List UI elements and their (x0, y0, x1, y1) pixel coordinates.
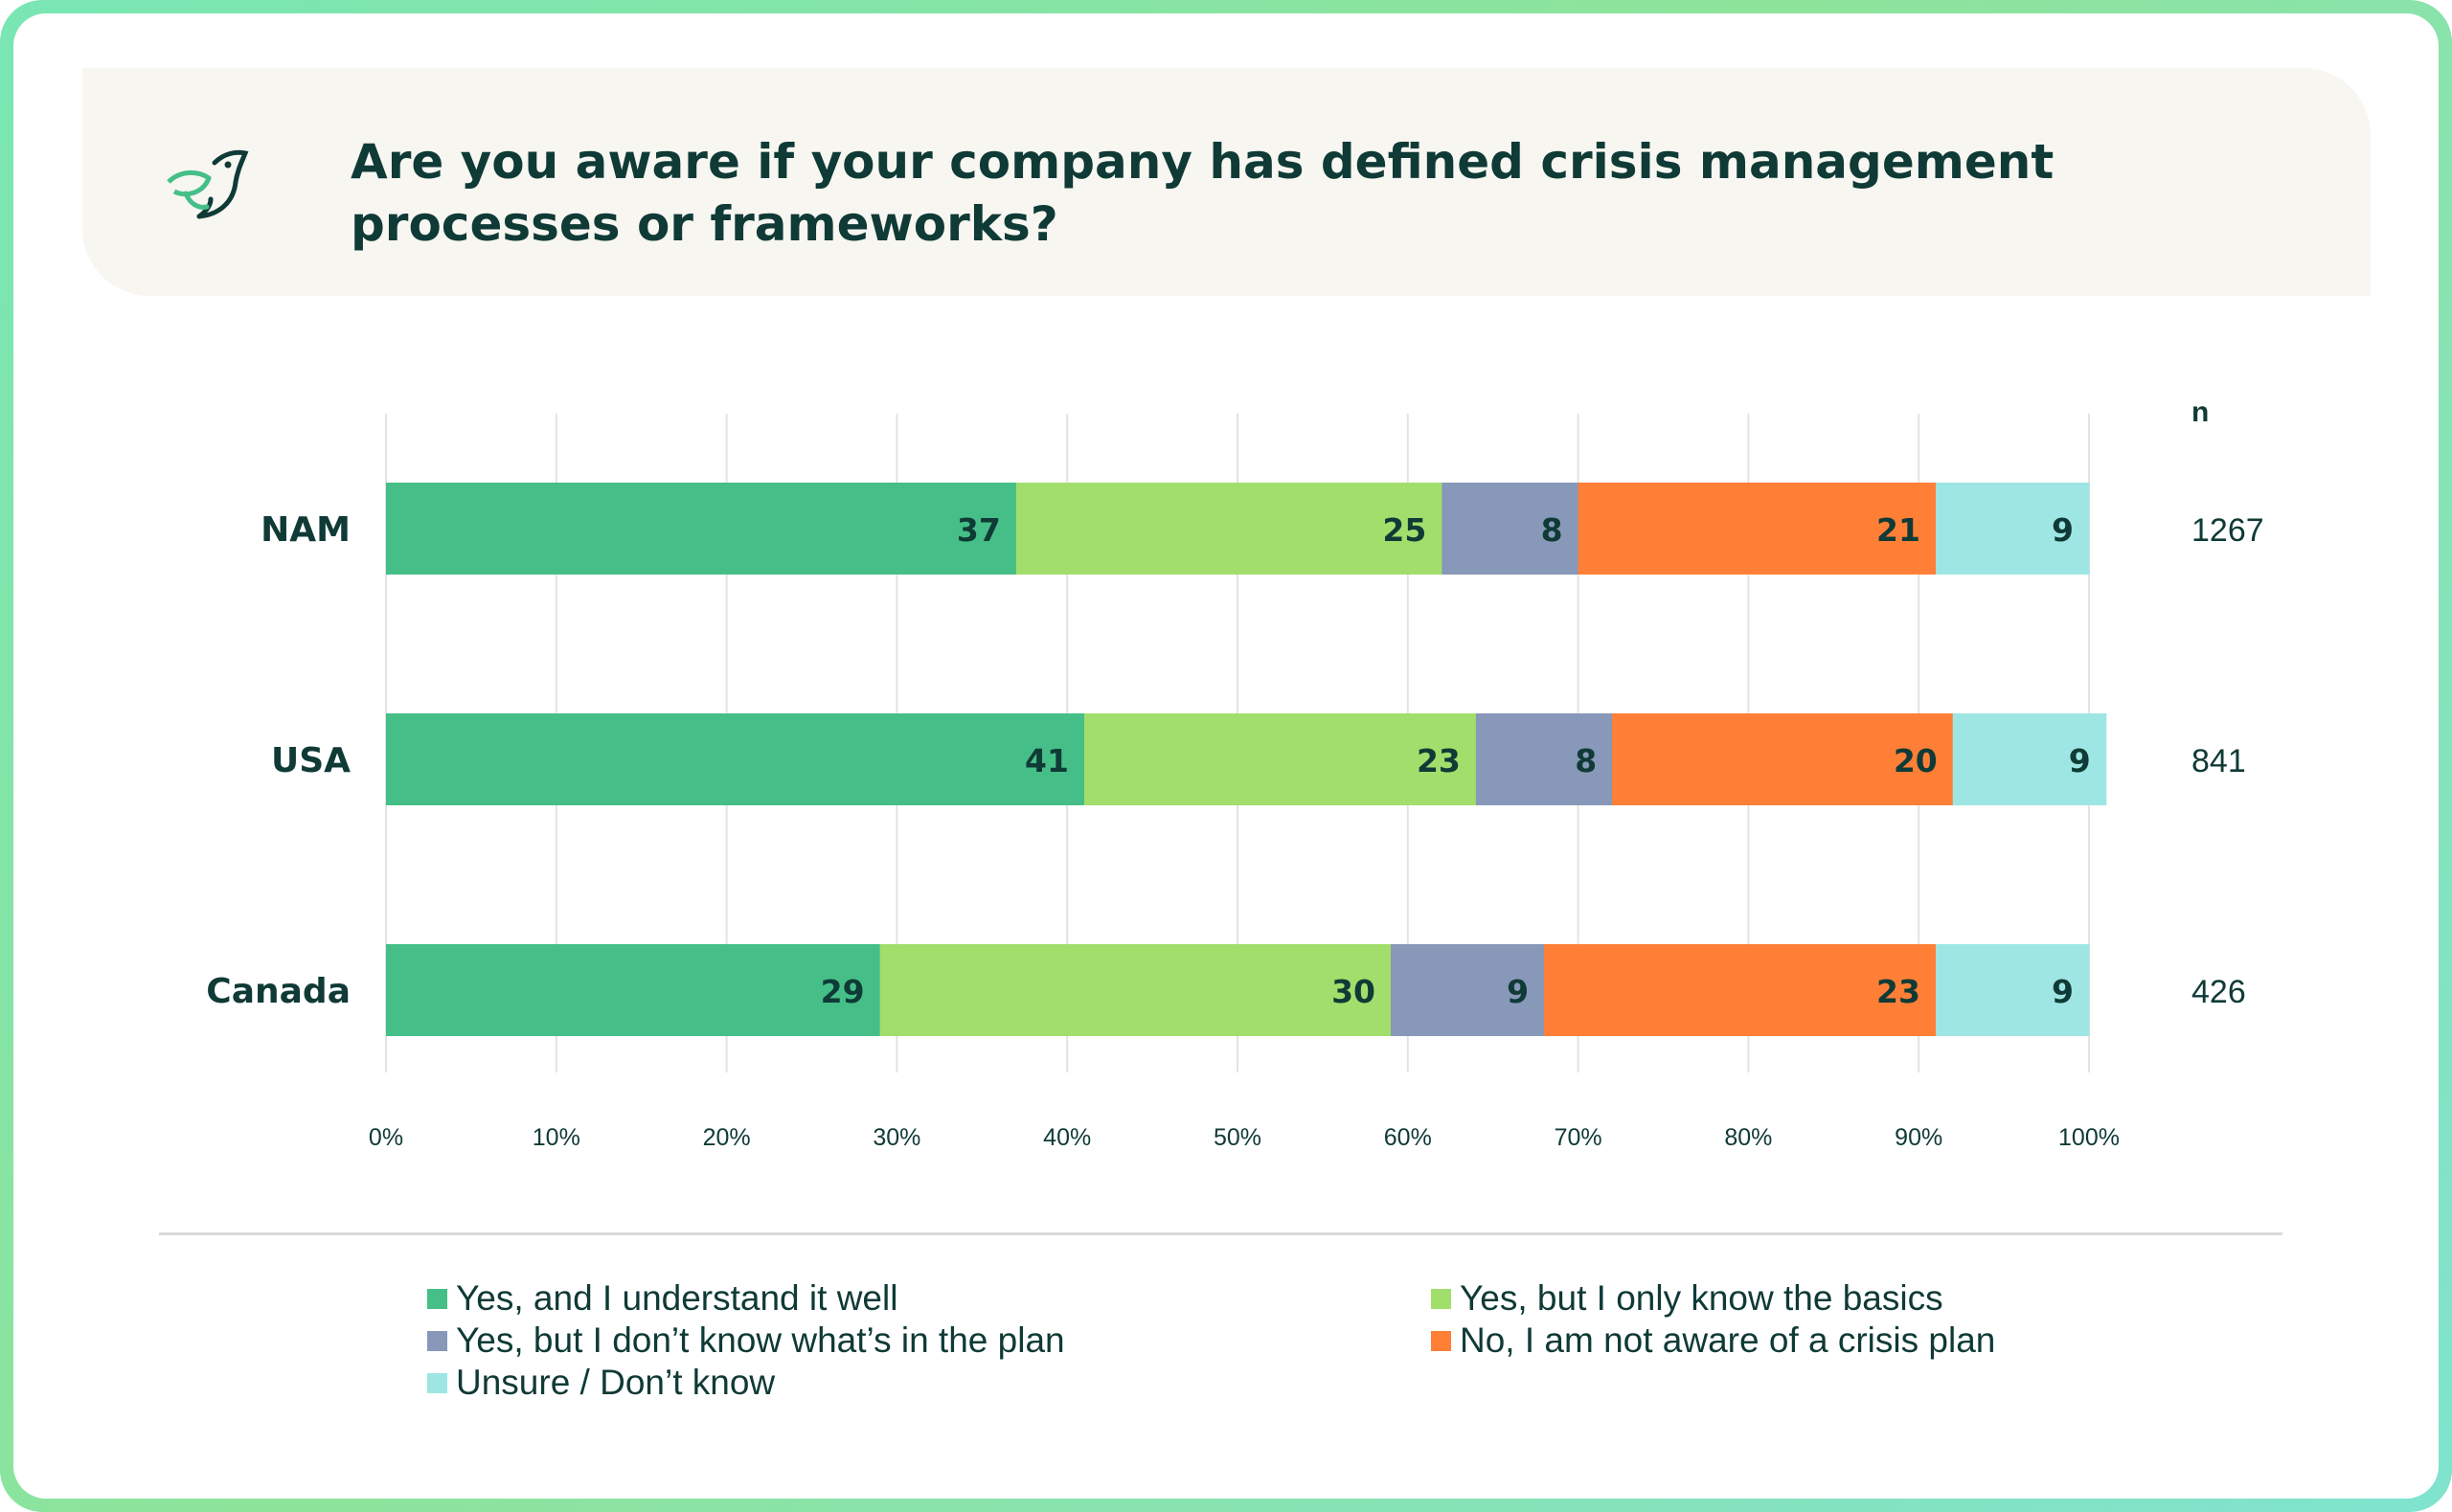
data-label: 9 (2052, 511, 2074, 549)
data-label: 41 (1025, 742, 1069, 779)
data-label: 23 (1417, 742, 1461, 779)
data-label: 21 (1876, 511, 1920, 549)
legend-label: No, I am not aware of a crisis plan (1460, 1320, 1996, 1360)
legend-swatch (427, 1330, 447, 1351)
bar-segment (386, 713, 1085, 805)
bar-segment (879, 944, 1392, 1036)
x-tick-label: 70% (1555, 1124, 1602, 1151)
n-value: 1267 (2191, 512, 2264, 549)
title-banner: Are you aware if your company has define… (82, 68, 2371, 296)
legend-label: Unsure / Don’t know (456, 1363, 776, 1402)
data-label: 20 (1894, 742, 1938, 779)
bar-segment (1475, 713, 1613, 805)
legend-item: Yes, but I only know the basics (1431, 1277, 1943, 1320)
legend-label: Yes, but I only know the basics (1460, 1278, 1943, 1318)
category-label: USA (271, 741, 351, 780)
legend-swatch (427, 1288, 447, 1309)
bar-segment (1083, 713, 1477, 805)
x-tick-label: 40% (1043, 1124, 1091, 1151)
bird-logo-icon (167, 149, 249, 219)
x-tick-label: 60% (1384, 1124, 1432, 1151)
legend-swatch (1431, 1330, 1451, 1351)
legend-label: Yes, but I don’t know what’s in the plan (456, 1320, 1065, 1360)
data-label: 23 (1876, 973, 1920, 1010)
x-tick-label: 80% (1724, 1124, 1772, 1151)
bar-segment (1015, 483, 1442, 575)
bar-segment (1612, 713, 1954, 805)
x-tick-label: 50% (1214, 1124, 1261, 1151)
chart-title: Are you aware if your company has define… (351, 134, 2055, 252)
bar-segment (1935, 483, 2090, 575)
bar-segment (386, 483, 1017, 575)
legend-swatch (1431, 1288, 1451, 1309)
n-value: 426 (2191, 974, 2246, 1010)
bar-segment (1442, 483, 1579, 575)
bar-segment (386, 944, 881, 1036)
x-tick-label: 0% (369, 1124, 403, 1151)
x-tick-label: 10% (533, 1124, 580, 1151)
bar-segment (1952, 713, 2107, 805)
category-label: Canada (206, 972, 351, 1011)
n-header: n (2191, 396, 2209, 428)
legend-item: No, I am not aware of a crisis plan (1431, 1320, 1995, 1362)
legend-swatch (427, 1372, 447, 1393)
data-label: 8 (1575, 742, 1597, 779)
legend-item: Yes, but I don’t know what’s in the plan (427, 1320, 1065, 1362)
n-value: 841 (2191, 743, 2246, 779)
bar-segment (1391, 944, 1545, 1036)
bar-segment (1544, 944, 1937, 1036)
data-label: 9 (1507, 973, 1529, 1010)
data-label: 9 (2069, 742, 2091, 779)
data-label: 29 (821, 973, 865, 1010)
legend-label: Yes, and I understand it well (456, 1278, 898, 1318)
legend-item: Unsure / Don’t know (427, 1362, 775, 1404)
legend-divider (159, 1232, 2282, 1235)
data-label: 30 (1331, 973, 1375, 1010)
x-tick-label: 30% (873, 1124, 920, 1151)
legend-item: Yes, and I understand it well (427, 1277, 897, 1320)
data-label: 37 (957, 511, 1001, 549)
x-tick-label: 20% (703, 1124, 751, 1151)
data-label: 9 (2052, 973, 2074, 1010)
bar-segment (1935, 944, 2090, 1036)
bar-segment (1578, 483, 1937, 575)
x-tick-label: 90% (1895, 1124, 1942, 1151)
x-tick-label: 100% (2058, 1124, 2120, 1151)
category-label: NAM (261, 510, 351, 550)
data-label: 25 (1382, 511, 1426, 549)
data-label: 8 (1541, 511, 1563, 549)
